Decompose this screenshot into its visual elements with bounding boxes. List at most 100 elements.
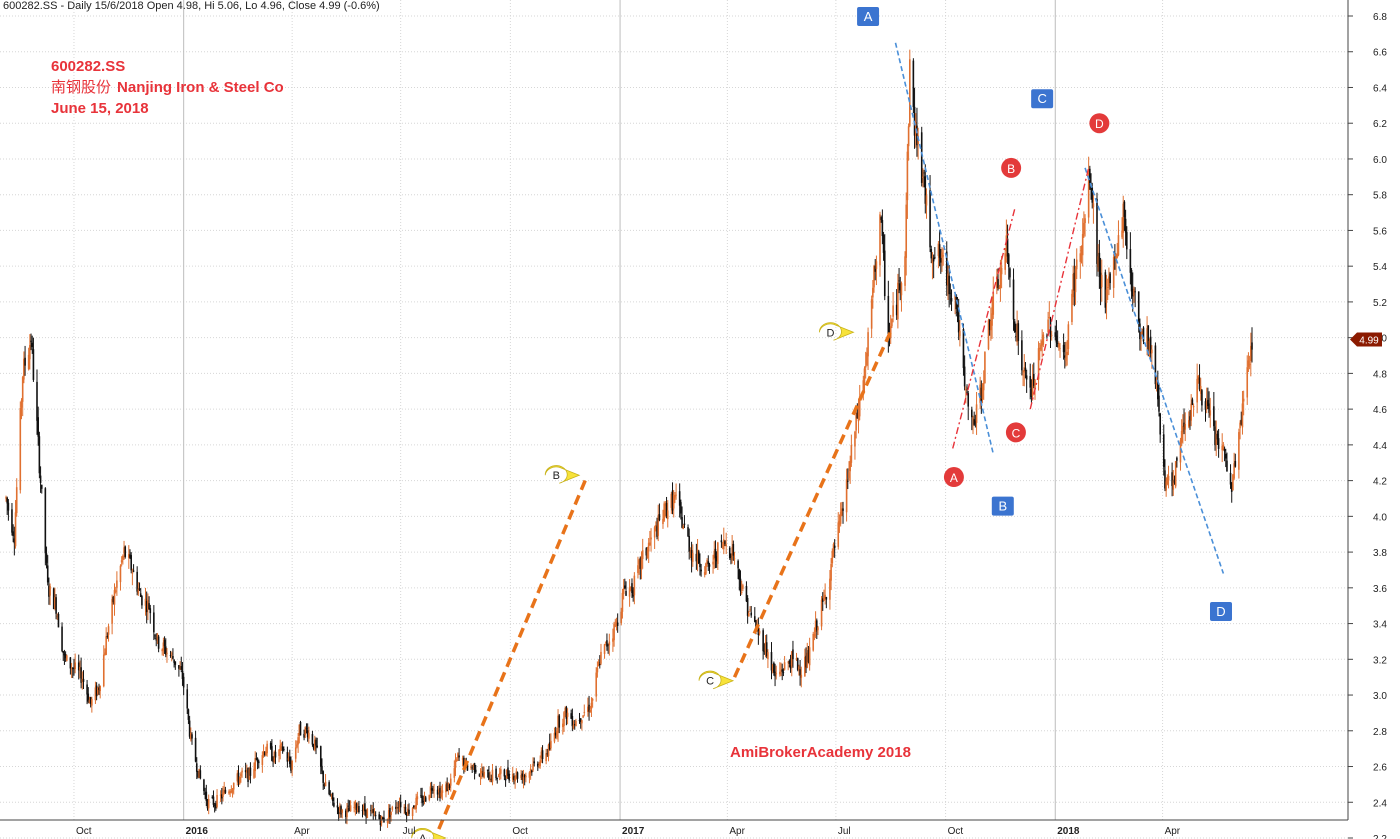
candle-body [63, 653, 66, 656]
candle-body [314, 739, 316, 750]
candle-body [571, 716, 574, 727]
candle-body [1190, 403, 1192, 421]
candle-body [91, 699, 93, 706]
candle-body [991, 313, 993, 326]
candle-body [737, 560, 739, 569]
x-tick-label: Jul [838, 826, 851, 837]
annotation-marker: D [1209, 602, 1232, 622]
candle-body [328, 782, 330, 795]
candle-body [1087, 172, 1090, 218]
y-tick-label: 4.6 [1373, 405, 1387, 416]
candle-body [306, 730, 309, 738]
annotation-label: B [1007, 162, 1015, 176]
candle-body [1062, 344, 1065, 353]
candle-body [996, 276, 998, 289]
x-tick-label: 2018 [1057, 826, 1080, 837]
candle-body [622, 588, 625, 594]
candle-body [222, 791, 224, 797]
candle-body [753, 616, 756, 622]
candle-body [463, 757, 465, 769]
candle-body [1029, 376, 1032, 388]
last-price-label: 4.99 [1359, 335, 1379, 346]
candle-body [14, 512, 17, 547]
candle-body [907, 126, 910, 147]
candle-body [269, 742, 272, 749]
candle-body [925, 195, 928, 206]
candle-body [1155, 380, 1158, 386]
candle-body [395, 806, 397, 809]
candle-body [319, 746, 322, 767]
candle-body [1042, 334, 1045, 345]
candle-body [839, 511, 842, 524]
annotation-label: C [1012, 426, 1021, 440]
candle-body [188, 720, 191, 737]
candle-body [104, 652, 106, 656]
candle-body [137, 588, 140, 594]
candle-body [856, 412, 859, 419]
candle-body [992, 292, 995, 315]
candle-body [838, 520, 841, 525]
candle-body [900, 283, 903, 296]
annotation-marker: D [819, 322, 855, 341]
candle-body [1174, 461, 1177, 487]
candle-body [387, 810, 390, 820]
candle-body [371, 810, 373, 812]
candle-body [705, 563, 707, 574]
candle-body [1126, 232, 1128, 250]
candle-body [1229, 472, 1232, 485]
candle-body [1012, 279, 1015, 320]
candle-body [112, 596, 115, 603]
candle-body [404, 806, 407, 814]
candle-body [70, 668, 73, 670]
annotation-marker: B [544, 465, 581, 484]
candle-body [141, 596, 143, 606]
candle-body [203, 779, 205, 792]
candle-body [1090, 186, 1092, 190]
candle-body [821, 598, 824, 602]
candle-body [1037, 348, 1040, 380]
candle-body [1234, 461, 1237, 467]
candle-body [1214, 426, 1216, 446]
candle-body [221, 794, 223, 799]
candle-body [279, 745, 282, 751]
candle-body [596, 667, 599, 673]
candle-body [573, 724, 576, 726]
candle-body [548, 742, 551, 750]
candle-body [612, 638, 614, 642]
candle-body [962, 329, 965, 368]
candlestick-series [5, 49, 1253, 831]
candle-body [241, 770, 243, 773]
candle-body [1213, 406, 1215, 427]
candle-body [206, 799, 209, 809]
candle-body [680, 502, 682, 514]
candle-body [455, 759, 458, 762]
candle-body [787, 661, 789, 663]
candle-body [253, 769, 255, 778]
y-tick-label: 2.2 [1373, 834, 1387, 839]
candle-body [236, 773, 239, 782]
candle-body [416, 796, 419, 800]
candle-body [1157, 380, 1159, 400]
candle-body [934, 257, 936, 259]
candle-body [257, 761, 260, 764]
candle-body [130, 555, 132, 571]
candle-body [779, 671, 781, 675]
candle-body [354, 801, 357, 809]
candle-body [361, 809, 364, 811]
candle-body [454, 759, 457, 768]
candle-body [379, 819, 382, 825]
candle-body [1073, 272, 1076, 291]
candle-body [823, 596, 825, 601]
candle-body [712, 561, 714, 565]
candle-body [439, 787, 441, 799]
candle-body [882, 235, 885, 253]
candle-body [528, 772, 531, 778]
candle-body [1221, 445, 1223, 451]
candle-body [24, 357, 26, 366]
candle-body [496, 778, 499, 779]
candle-body [857, 412, 860, 422]
candle-body [449, 778, 452, 786]
candle-body [73, 667, 75, 669]
candle-body [782, 672, 785, 674]
candle-body [970, 409, 973, 418]
